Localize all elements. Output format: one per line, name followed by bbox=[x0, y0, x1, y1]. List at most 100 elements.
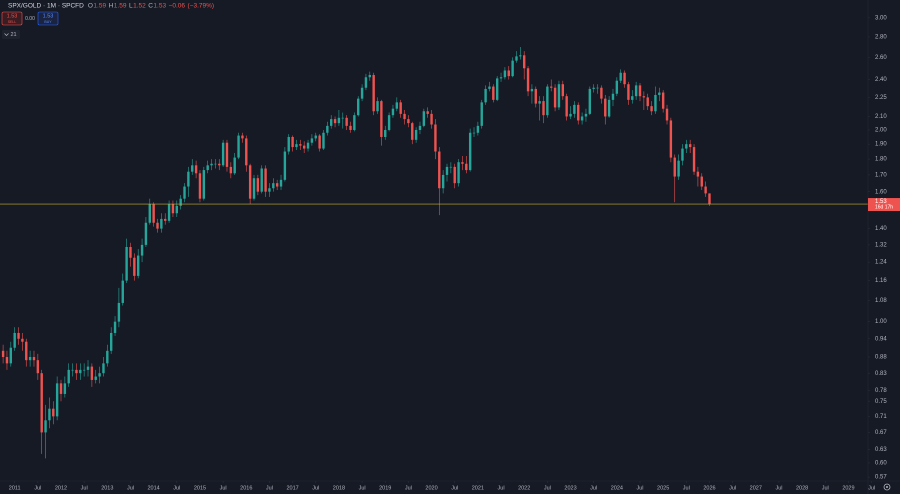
candle-body bbox=[426, 111, 429, 114]
candle-body bbox=[156, 222, 159, 229]
candle-body bbox=[526, 68, 530, 92]
candle-body bbox=[310, 138, 314, 143]
candle-body bbox=[658, 92, 661, 95]
ohlc-letter: O bbox=[88, 3, 93, 10]
candle-body bbox=[623, 72, 626, 85]
y-tick-label: 0.78 bbox=[875, 388, 887, 394]
candle-body bbox=[279, 179, 283, 187]
indicators-count: 21 bbox=[11, 32, 17, 38]
y-tick-label: 0.94 bbox=[875, 336, 887, 342]
candle-body bbox=[577, 104, 580, 121]
x-tick-label: 2017 bbox=[286, 485, 298, 491]
candle-body bbox=[588, 88, 592, 114]
change-percent: (−3.79%) bbox=[188, 3, 215, 10]
sell-price: 1.53 bbox=[7, 13, 18, 19]
ohlc-value: 1.53 bbox=[153, 3, 166, 10]
candle-body bbox=[125, 246, 128, 281]
y-tick-label: 3.00 bbox=[875, 15, 887, 21]
candle-body bbox=[441, 174, 445, 189]
y-tick-label: 0.83 bbox=[875, 371, 887, 377]
candle-body bbox=[191, 165, 194, 172]
candle-body bbox=[461, 162, 464, 164]
candle-body bbox=[646, 97, 649, 107]
candle-body bbox=[414, 129, 418, 140]
x-tick-label: Jul bbox=[34, 485, 41, 491]
candle-body bbox=[411, 123, 414, 140]
candle-body bbox=[314, 135, 317, 139]
candle-body bbox=[17, 332, 20, 339]
sell-label: SELL bbox=[8, 20, 17, 24]
candle-body bbox=[357, 98, 360, 116]
candle-body bbox=[206, 165, 209, 171]
x-tick-label: 2018 bbox=[333, 485, 345, 491]
candle-body bbox=[665, 108, 669, 121]
buy-button[interactable] bbox=[37, 11, 59, 26]
candle-body bbox=[650, 106, 653, 112]
candle-body bbox=[252, 178, 256, 199]
x-tick-label: Jul bbox=[173, 485, 180, 491]
candle-body bbox=[171, 204, 175, 214]
x-tick-label: Jul bbox=[266, 485, 273, 491]
y-tick-label: 2.00 bbox=[875, 128, 887, 134]
candle-body bbox=[28, 357, 32, 361]
candle-body bbox=[341, 117, 344, 119]
candle-body bbox=[360, 87, 364, 99]
y-tick-label: 1.08 bbox=[875, 298, 887, 304]
x-tick-label: 2019 bbox=[379, 485, 391, 491]
chevron-icon bbox=[4, 33, 9, 36]
candle-body bbox=[164, 218, 167, 221]
y-tick-label: 0.71 bbox=[875, 414, 887, 420]
y-tick-label: 0.88 bbox=[875, 355, 887, 361]
candle-body bbox=[275, 183, 279, 187]
candle-body bbox=[187, 171, 190, 187]
candle-body bbox=[210, 163, 213, 166]
candle-body bbox=[59, 383, 63, 394]
candle-body bbox=[688, 144, 692, 148]
candle-body bbox=[708, 193, 711, 205]
candle-body bbox=[214, 163, 217, 165]
candle-body bbox=[299, 144, 302, 146]
candle-body bbox=[330, 119, 333, 126]
y-tick-label: 2.25 bbox=[875, 95, 887, 101]
y-tick-label: 2.10 bbox=[875, 114, 887, 120]
x-tick-label: Jul bbox=[220, 485, 227, 491]
candle-body bbox=[642, 96, 646, 98]
x-tick-label: 2024 bbox=[611, 485, 623, 491]
candle-body bbox=[1, 350, 5, 358]
y-tick-label: 1.80 bbox=[875, 157, 887, 163]
ohlc-values: O 1.59 H 1.59 L 1.52 C 1.53 −0.06 (−3.79%) bbox=[88, 3, 214, 10]
plot-area bbox=[0, 46, 868, 459]
candle-body bbox=[237, 135, 240, 158]
candle-body bbox=[345, 117, 348, 126]
candle-body bbox=[468, 132, 472, 171]
y-tick-label: 1.00 bbox=[875, 319, 887, 325]
x-tick-label: 2013 bbox=[101, 485, 113, 491]
candle-body bbox=[596, 87, 599, 89]
x-tick-label: Jul bbox=[822, 485, 829, 491]
candle-body bbox=[137, 255, 140, 276]
candle-body bbox=[681, 148, 684, 161]
candle-body bbox=[245, 138, 248, 166]
candle-body bbox=[561, 84, 564, 97]
y-tick-label: 1.24 bbox=[875, 260, 887, 266]
x-tick-label: 2028 bbox=[796, 485, 808, 491]
candle-body bbox=[40, 373, 43, 433]
candle-body bbox=[584, 113, 588, 117]
sell-button[interactable] bbox=[1, 11, 23, 26]
y-tick-label: 1.70 bbox=[875, 172, 887, 178]
settings-button[interactable] bbox=[883, 483, 891, 491]
candle-body bbox=[519, 55, 522, 57]
candle-body bbox=[438, 151, 441, 189]
indicators-toggle[interactable] bbox=[2, 30, 20, 39]
candle-body bbox=[349, 125, 352, 130]
candle-body bbox=[627, 84, 630, 100]
x-tick-label: Jul bbox=[451, 485, 458, 491]
candle-body bbox=[86, 366, 90, 370]
y-tick-label: 2.60 bbox=[875, 55, 887, 61]
x-tick-label: 2026 bbox=[703, 485, 715, 491]
candle-body bbox=[133, 257, 136, 276]
candle-body bbox=[90, 366, 94, 380]
candle-body bbox=[241, 135, 244, 139]
